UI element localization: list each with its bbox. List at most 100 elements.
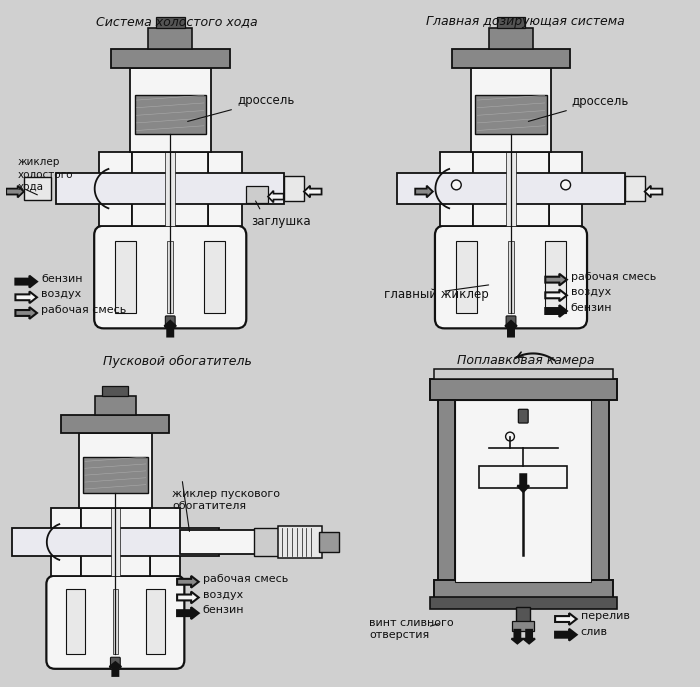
Circle shape: [561, 180, 570, 190]
Bar: [167, 240, 173, 313]
Text: воздух: воздух: [41, 289, 81, 300]
Bar: [456, 240, 477, 313]
Circle shape: [505, 432, 514, 441]
Bar: [470, 68, 552, 152]
Polygon shape: [555, 629, 577, 640]
Bar: [253, 528, 283, 556]
Text: Главная дозирующая система: Главная дозирующая система: [426, 15, 625, 28]
Bar: [150, 508, 180, 576]
Bar: [62, 415, 169, 433]
Polygon shape: [517, 474, 529, 492]
FancyBboxPatch shape: [435, 226, 587, 328]
Bar: [111, 508, 120, 576]
Bar: [489, 28, 533, 49]
Bar: [130, 68, 211, 152]
Polygon shape: [545, 289, 567, 301]
Polygon shape: [524, 630, 535, 644]
Bar: [278, 526, 322, 558]
Bar: [24, 177, 51, 200]
Bar: [592, 401, 609, 582]
Text: дроссель: дроссель: [188, 94, 294, 122]
Text: слив: слив: [580, 627, 608, 637]
Polygon shape: [164, 321, 176, 337]
Text: Система холостого хода: Система холостого хода: [97, 15, 258, 28]
Bar: [452, 49, 570, 68]
Polygon shape: [555, 613, 577, 625]
Bar: [66, 589, 85, 654]
Bar: [517, 607, 530, 623]
Bar: [438, 401, 455, 582]
Polygon shape: [15, 291, 37, 303]
Polygon shape: [177, 576, 199, 587]
Text: рабочая смесь: рабочая смесь: [570, 272, 656, 282]
Bar: [512, 621, 534, 631]
Polygon shape: [15, 307, 37, 319]
Bar: [545, 240, 566, 313]
FancyBboxPatch shape: [518, 409, 528, 423]
Text: Пусковой обогатитель: Пусковой обогатитель: [103, 354, 251, 368]
Text: рабочая смесь: рабочая смесь: [41, 305, 126, 315]
Bar: [284, 177, 304, 201]
Polygon shape: [109, 662, 121, 676]
Polygon shape: [15, 291, 37, 303]
Bar: [132, 152, 209, 226]
Text: перелив: перелив: [580, 611, 629, 621]
Bar: [113, 589, 118, 654]
Bar: [12, 528, 219, 556]
Polygon shape: [177, 607, 199, 619]
Text: винт сливного
отверстия: винт сливного отверстия: [369, 618, 454, 640]
Bar: [156, 16, 185, 28]
Polygon shape: [545, 305, 567, 317]
Bar: [508, 240, 514, 313]
Bar: [496, 16, 526, 28]
Polygon shape: [304, 185, 321, 197]
Bar: [440, 152, 473, 226]
Text: жиклер
холостого
хода: жиклер холостого хода: [18, 157, 73, 192]
Bar: [99, 152, 132, 226]
Bar: [246, 185, 268, 203]
Bar: [319, 532, 339, 552]
FancyBboxPatch shape: [46, 576, 184, 669]
Bar: [165, 152, 175, 226]
Bar: [433, 580, 613, 600]
Bar: [83, 457, 148, 493]
Polygon shape: [645, 185, 662, 197]
Text: заглушка: заглушка: [251, 215, 311, 228]
FancyBboxPatch shape: [111, 657, 120, 669]
Bar: [479, 466, 567, 488]
Text: Поплавковая камера: Поплавковая камера: [457, 354, 594, 368]
Text: бензин: бензин: [41, 273, 83, 284]
Polygon shape: [415, 185, 433, 197]
Bar: [180, 530, 278, 554]
Polygon shape: [545, 274, 567, 286]
FancyBboxPatch shape: [94, 226, 246, 328]
Bar: [397, 173, 625, 204]
Bar: [111, 49, 230, 68]
FancyBboxPatch shape: [165, 316, 175, 328]
Text: главный жиклер: главный жиклер: [384, 288, 489, 301]
Polygon shape: [6, 185, 24, 197]
Polygon shape: [15, 275, 37, 287]
Bar: [148, 28, 192, 49]
Bar: [102, 386, 129, 396]
Polygon shape: [505, 321, 517, 337]
Polygon shape: [512, 630, 524, 644]
Bar: [475, 95, 547, 135]
Bar: [134, 95, 206, 135]
Bar: [95, 396, 136, 415]
Bar: [473, 152, 549, 226]
Polygon shape: [268, 191, 284, 203]
Bar: [430, 379, 617, 401]
Text: бензин: бензин: [570, 303, 612, 313]
Bar: [549, 152, 582, 226]
Bar: [625, 177, 645, 201]
Bar: [50, 508, 81, 576]
Bar: [506, 152, 516, 226]
Bar: [433, 369, 613, 379]
Bar: [209, 152, 242, 226]
Text: бензин: бензин: [202, 605, 244, 616]
FancyBboxPatch shape: [506, 316, 516, 328]
Bar: [430, 598, 617, 609]
Bar: [56, 173, 284, 204]
Text: дроссель: дроссель: [528, 95, 629, 122]
